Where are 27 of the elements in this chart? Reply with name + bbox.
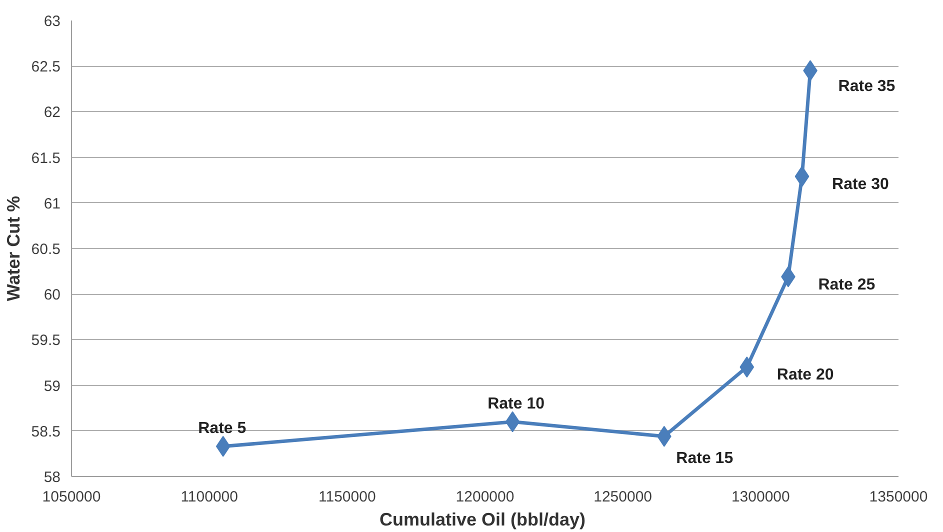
y-tick-label: 59 — [44, 378, 61, 395]
x-axis-title: Cumulative Oil (bbl/day) — [379, 510, 586, 530]
y-tick-label: 62 — [44, 104, 61, 122]
y-tick-label: 58 — [44, 469, 61, 486]
x-tick-label: 1200000 — [456, 488, 514, 506]
x-tick-label: 1100000 — [180, 488, 238, 506]
annotation: Rate 5 — [198, 420, 246, 437]
annotation: Rate 30 — [832, 176, 890, 193]
y-tick-label: 63 — [44, 13, 61, 30]
x-tick-label: 1350000 — [869, 488, 928, 506]
y-tick-label: 60 — [44, 286, 61, 304]
x-tick-label: 1250000 — [594, 488, 652, 506]
annotation: Rate 15 — [676, 450, 734, 467]
annotation: Rate 10 — [488, 395, 545, 412]
x-tick-label: 1050000 — [42, 488, 101, 506]
annotation: Rate 25 — [818, 276, 876, 294]
x-tick-label: 1150000 — [318, 488, 376, 506]
y-tick-label: 61.5 — [31, 150, 61, 167]
y-tick-label: 59.5 — [31, 332, 61, 350]
y-tick-label: 60.5 — [31, 241, 61, 258]
annotation: Rate 20 — [776, 366, 834, 384]
y-tick-label: 61 — [44, 195, 61, 212]
annotation: Rate 35 — [838, 78, 896, 96]
y-axis-title: Water Cut % — [3, 196, 24, 302]
x-tick-label: 1300000 — [731, 488, 790, 506]
y-tick-label: 62.5 — [31, 58, 61, 76]
y-tick-label: 58.5 — [31, 423, 61, 440]
